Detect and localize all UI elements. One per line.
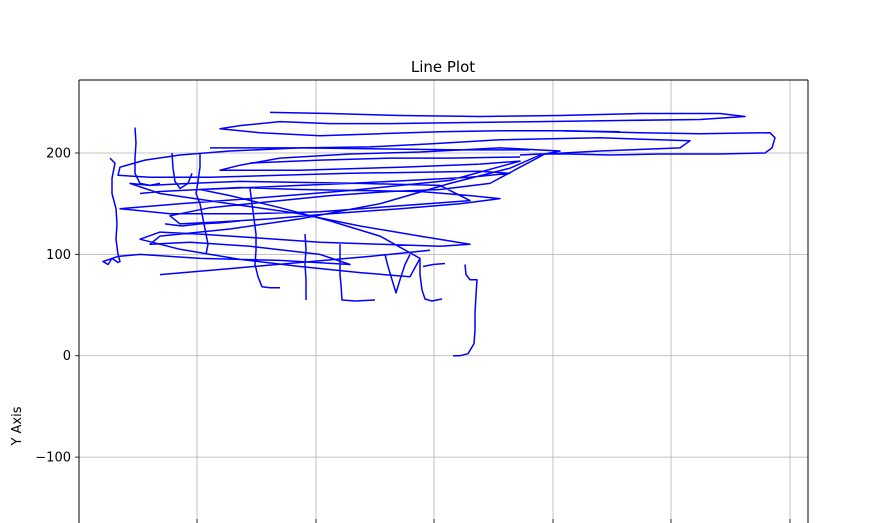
series-line-11	[422, 262, 446, 268]
series-line-13	[171, 152, 193, 190]
series-line-5	[249, 188, 280, 289]
y-axis-label: Y Axis	[10, 406, 25, 446]
series-line-8	[384, 254, 411, 294]
series-line-10	[453, 264, 478, 357]
chart-title: Line Plot	[411, 58, 475, 76]
y-tick-label: 0	[63, 349, 71, 364]
y-tick-label: 200	[46, 146, 71, 161]
series-line-6	[304, 234, 307, 300]
y-tick-label: −100	[35, 451, 71, 466]
y-tick-label: 100	[46, 248, 71, 263]
series-line-16	[159, 249, 431, 276]
series-line-2	[219, 111, 746, 137]
series-line-15	[164, 220, 241, 227]
plot-area	[102, 111, 776, 357]
series-line-9	[419, 259, 443, 302]
series-line-12	[134, 127, 161, 187]
axes	[75, 79, 809, 523]
series-line-14	[210, 147, 530, 151]
y-tick-labels: 200 100 0 −100	[35, 146, 71, 465]
series-line-4	[195, 153, 209, 255]
series-line-17	[249, 156, 521, 164]
series-line-3	[519, 129, 776, 156]
grid-lines	[79, 80, 808, 523]
series-line-1	[102, 137, 691, 278]
series-lines	[102, 111, 776, 357]
